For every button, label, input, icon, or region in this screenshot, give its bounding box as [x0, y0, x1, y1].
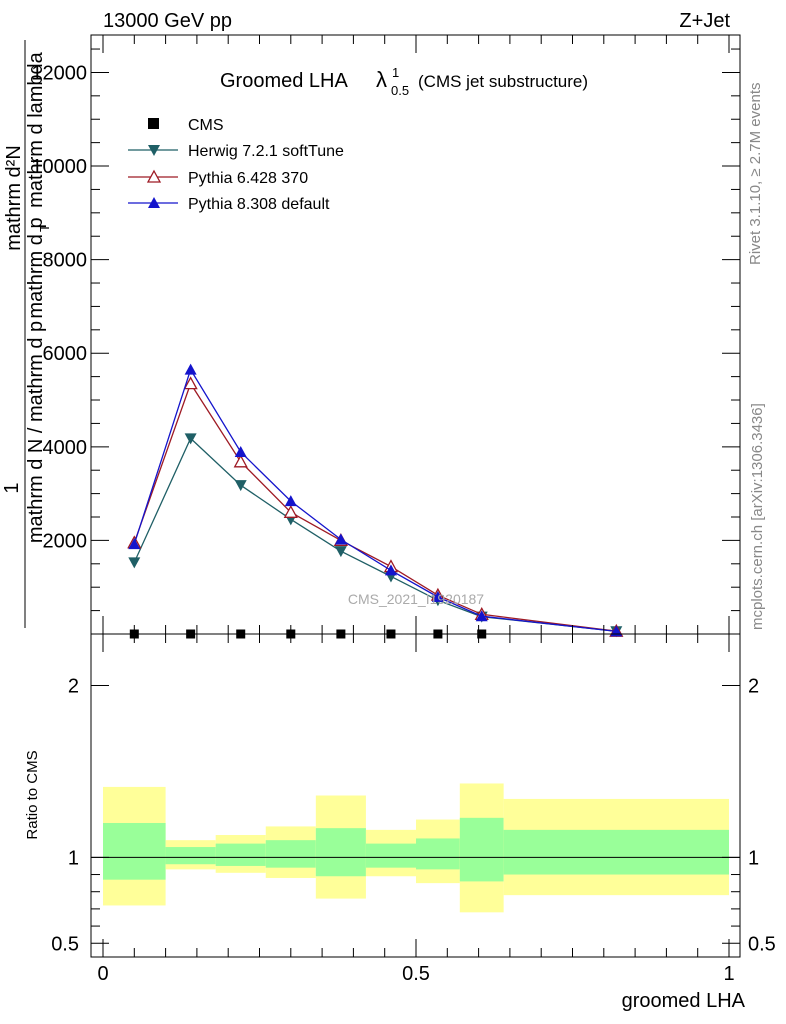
- ratio-y-axis: 0.5 0.5 1 1 2 2: [51, 676, 776, 956]
- series-marker-pythia8: [128, 538, 141, 550]
- y-label-dlambda: mathrm d lambda: [25, 51, 47, 207]
- ratio-y-tick-label-right: 0.5: [748, 933, 776, 955]
- plot-title-note: (CMS jet substructure): [418, 72, 588, 91]
- series-marker-pythia8: [184, 363, 197, 375]
- ratio-inner-band: [215, 843, 266, 866]
- ratio-y-tick-label: 1: [68, 847, 79, 869]
- ratio-inner-band: [265, 840, 316, 868]
- ratio-inner-band: [165, 847, 216, 865]
- plot-title-main: Groomed LHA: [220, 70, 348, 92]
- legend-entry-cms: CMS: [148, 117, 224, 134]
- ratio-y-tick-label: 0.5: [51, 933, 79, 955]
- main-y-tick-label: 2000: [43, 530, 88, 552]
- legend-label-cms: CMS: [188, 117, 224, 134]
- series-marker-pythia8: [234, 445, 247, 457]
- header-process-label: Z+Jet: [679, 10, 730, 32]
- ratio-x-tick-label: 1: [723, 963, 734, 985]
- series-marker-pythia6: [233, 454, 248, 468]
- header-energy-label: 13000 GeV pp: [103, 10, 232, 32]
- ratio-x-axis: 0 0.5 1: [97, 634, 735, 985]
- legend-entry-herwig: Herwig 7.2.1 softTune: [128, 143, 344, 160]
- legend-marker-pythia8: [148, 197, 160, 208]
- y-label-numerator: mathrm d²N: [3, 145, 25, 251]
- y-label-pt-subscript: T: [37, 224, 52, 232]
- series-marker-pythia8: [334, 533, 347, 545]
- plot-title-symbol: λ: [376, 67, 387, 92]
- legend-marker-cms: [148, 118, 159, 129]
- ratio-uncertainty-bands: [103, 783, 729, 913]
- plot-title-superscript: 1: [392, 65, 399, 80]
- main-x-ticks: [102, 35, 730, 634]
- series-marker-pythia8: [284, 495, 297, 507]
- series-marker-pythia8: [475, 610, 488, 622]
- ratio-y-tick-label-right: 2: [748, 676, 759, 698]
- y-label-dpt: mathrm d p: [25, 217, 47, 318]
- legend: CMS Herwig 7.2.1 softTune Pythia 6.428 3…: [128, 117, 344, 213]
- series-marker-herwig: [184, 433, 197, 445]
- ratio-x-tick-label: 0.5: [402, 963, 430, 985]
- main-y-axis: 2000 4000 6000 8000 10000 12000: [31, 48, 740, 612]
- legend-marker-pythia6: [146, 169, 162, 183]
- ratio-x-tick-label: 0: [97, 963, 108, 985]
- main-y-tick-label: 4000: [43, 437, 88, 459]
- legend-marker-herwig: [148, 145, 160, 156]
- analysis-watermark: CMS_2021_I1920187: [348, 591, 484, 607]
- ratio-x-axis-label: groomed LHA: [622, 990, 746, 1012]
- legend-entry-pythia8: Pythia 8.308 default: [128, 196, 330, 213]
- ratio-inner-band: [503, 829, 729, 875]
- ratio-inner-band: [459, 817, 504, 882]
- series-marker-pythia8: [431, 591, 444, 603]
- main-y-tick-label: 10000: [31, 156, 87, 178]
- series-marker-pythia8: [384, 564, 397, 576]
- main-y-axis-label: 1 mathrm d²N mathrm d N / mathrm d p mat…: [1, 40, 52, 628]
- ratio-y-tick-label-right: 1: [748, 847, 759, 869]
- ratio-y-tick-label: 2: [68, 676, 79, 698]
- legend-entry-pythia6: Pythia 6.428 370: [128, 169, 308, 187]
- ratio-inner-band: [103, 822, 166, 880]
- main-y-tick-label: 8000: [43, 250, 88, 272]
- main-y-tick-label: 6000: [43, 343, 88, 365]
- mcplots-label: mcplots.cern.ch [arXiv:1306.3436]: [749, 403, 766, 630]
- ratio-y-axis-label: Ratio to CMS: [24, 750, 41, 839]
- ratio-plot-frame: [90, 633, 741, 958]
- legend-label-pythia6: Pythia 6.428 370: [188, 170, 308, 187]
- rivet-version-label: Rivet 3.1.10, ≥ 2.7M events: [747, 83, 764, 266]
- ratio-inner-band: [365, 843, 416, 868]
- y-label-prefactor: 1: [1, 482, 23, 493]
- series-marker-herwig: [234, 480, 247, 492]
- ratio-inner-band: [315, 828, 366, 877]
- series-marker-herwig: [334, 546, 347, 558]
- legend-label-herwig: Herwig 7.2.1 softTune: [188, 143, 344, 160]
- ratio-plot-panel: 0.5 0.51 12 2 0 0.5 1 Ratio to CMS groomed LH…: [24, 633, 776, 1012]
- series-marker-pythia6: [183, 376, 198, 390]
- series-marker-pythia6: [283, 504, 298, 518]
- main-plot-panel: 2000 4000 6000 8000 10000 12000 Groomed LHA λ…: [1, 34, 741, 639]
- plot-title: Groomed LHA λ 1 0.5 (CMS jet substructur…: [220, 65, 588, 98]
- main-y-tick-label: 12000: [31, 62, 87, 84]
- y-label-denominator: mathrm d N / mathrm d p: [25, 321, 47, 543]
- legend-label-pythia8: Pythia 8.308 default: [188, 196, 330, 213]
- plot-title-subscript: 0.5: [391, 83, 409, 98]
- ratio-inner-band: [416, 838, 460, 870]
- series-marker-herwig: [128, 557, 141, 569]
